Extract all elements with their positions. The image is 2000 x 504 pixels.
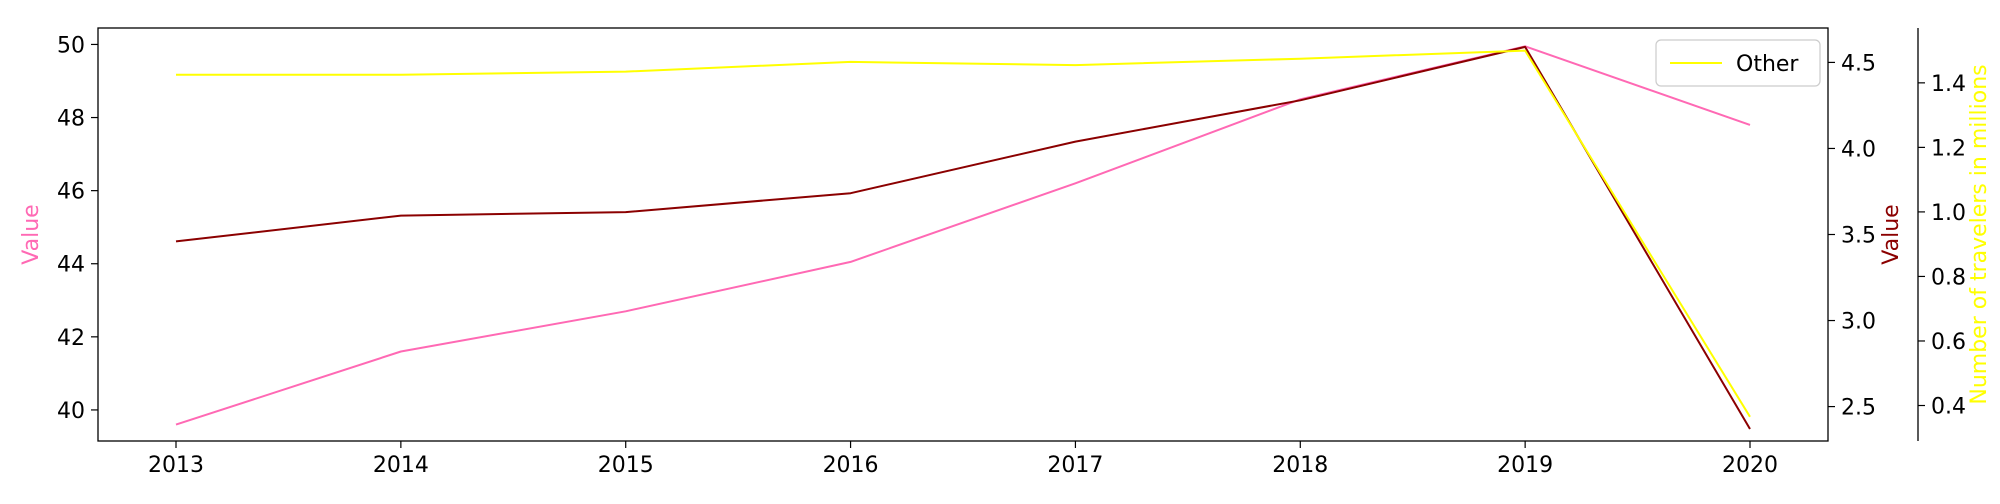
right-2-y-tick-label: 1.2 <box>1931 136 1966 161</box>
right-y-axis-label: Value <box>1879 204 1904 264</box>
series-layer <box>175 45 1751 430</box>
right-2-y-tick-label: 0.8 <box>1931 265 1966 290</box>
x-tick-label: 2019 <box>1497 453 1553 478</box>
legend: Other <box>1655 39 1821 87</box>
right-y-tick-label: 4.5 <box>1841 51 1876 76</box>
right-2-y-tick-label: 1.4 <box>1931 72 1966 97</box>
x-tick-label: 2020 <box>1722 453 1778 478</box>
axes-layer: 2013 2014 2015 2016 2017 2018 2019 2020 40 42 44 46… <box>19 27 1992 478</box>
x-tick-label: 2017 <box>1047 453 1103 478</box>
right-y-tick-label: 3.5 <box>1841 224 1876 249</box>
x-tick-label: 2018 <box>1272 453 1328 478</box>
x-tick-label: 2015 <box>598 453 654 478</box>
left-y-tick-label: 40 <box>57 399 85 424</box>
series-line-2 <box>175 45 1751 430</box>
legend-label: Other <box>1736 52 1799 77</box>
plot-frame <box>97 27 1829 442</box>
x-tick-label: 2013 <box>148 453 204 478</box>
left-y-tick-label: 42 <box>57 326 85 351</box>
legend-box <box>1655 39 1821 87</box>
right-2-y-tick-label: 0.4 <box>1931 395 1966 420</box>
series-line-3 <box>176 49 1751 418</box>
x-tick-label: 2016 <box>823 453 879 478</box>
series-line-1 <box>175 45 1751 426</box>
right-y-tick-label: 3.0 <box>1841 310 1876 335</box>
x-tick-label: 2014 <box>373 453 429 478</box>
right-y-tick-label: 2.5 <box>1841 396 1876 421</box>
right-2-y-tick-label: 0.6 <box>1931 330 1966 355</box>
left-y-tick-label: 50 <box>57 33 85 58</box>
left-y-tick-label: 44 <box>57 253 85 278</box>
right-2-y-tick-label: 1.0 <box>1931 201 1966 226</box>
left-y-axis-label: Value <box>19 204 44 264</box>
left-y-tick-label: 46 <box>57 180 85 205</box>
left-y-tick-label: 48 <box>57 107 85 132</box>
right-2-y-axis-label: Number of travelers in millions <box>1967 64 1992 404</box>
right-y-tick-label: 4.0 <box>1841 137 1876 162</box>
